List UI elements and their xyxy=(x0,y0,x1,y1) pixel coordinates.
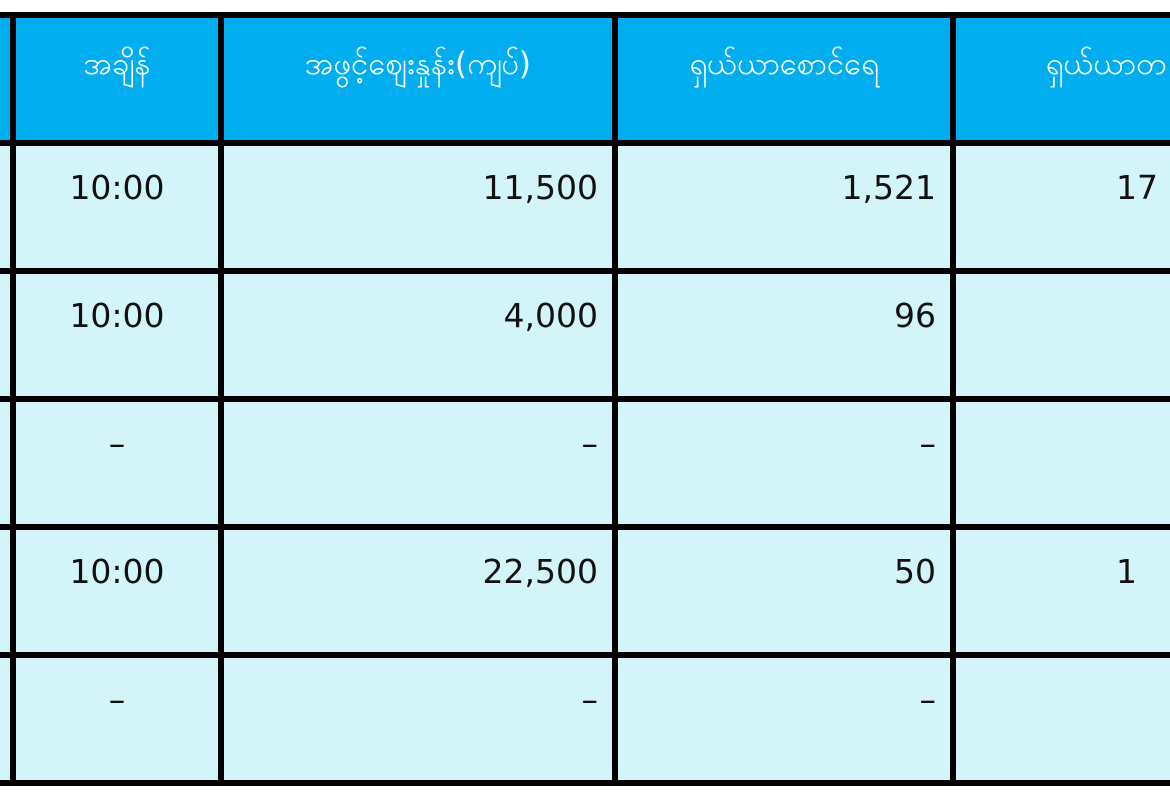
table-cell: – xyxy=(16,402,218,524)
row-stub xyxy=(0,530,10,652)
header-cell: ရှယ်ယာစောင်ရေ xyxy=(618,18,950,140)
table-cell: – xyxy=(224,402,612,524)
table-cell: 22,500 xyxy=(224,530,612,652)
table-cell: – xyxy=(618,658,950,780)
table: အချိန် အဖွင့်ဈေးနှုန်း(ကျပ်) ရှယ်ယာစောင်ရေ… xyxy=(0,12,1170,780)
table-cell: 1 xyxy=(956,530,1170,652)
row-stub xyxy=(0,146,10,268)
table-cell: – xyxy=(224,658,612,780)
table-cell: 1,521 xyxy=(618,146,950,268)
table-cell: – xyxy=(16,658,218,780)
table-cell: 10:00 xyxy=(16,274,218,396)
header-cell: အချိန် xyxy=(16,18,218,140)
table-cell xyxy=(956,658,1170,780)
table-cell: 11,500 xyxy=(224,146,612,268)
table-cell xyxy=(956,274,1170,396)
table-cell: – xyxy=(618,402,950,524)
header-cell: ရှယ်ယာတ xyxy=(956,18,1170,140)
table-cell: 96 xyxy=(618,274,950,396)
row-stub xyxy=(0,658,10,780)
table-cell: 10:00 xyxy=(16,530,218,652)
row-stub xyxy=(0,274,10,396)
table-cell xyxy=(956,402,1170,524)
table-frame: အချိန် အဖွင့်ဈေးနှုန်း(ကျပ်) ရှယ်ယာစောင်ရေ… xyxy=(0,12,1170,786)
header-cell xyxy=(0,18,10,140)
table-cell: 50 xyxy=(618,530,950,652)
header-cell: အဖွင့်ဈေးနှုန်း(ကျပ်) xyxy=(224,18,612,140)
table-cell: 4,000 xyxy=(224,274,612,396)
table-cell: 10:00 xyxy=(16,146,218,268)
row-stub xyxy=(0,402,10,524)
table-cell: 17 xyxy=(956,146,1170,268)
